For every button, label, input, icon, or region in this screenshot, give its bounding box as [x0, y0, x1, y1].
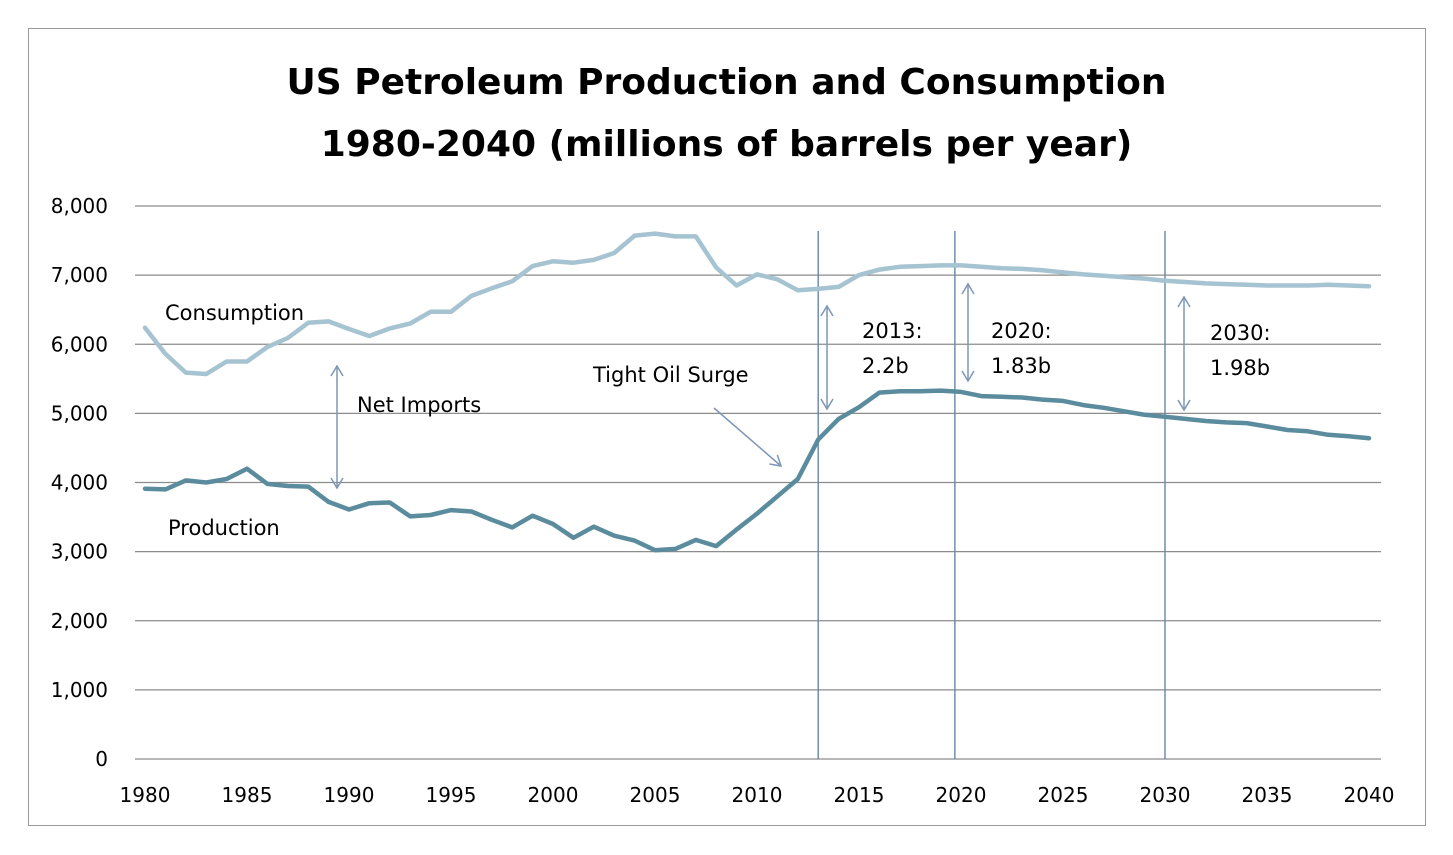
x-tick-label: 2015 [834, 783, 885, 807]
x-tick-label: 1995 [426, 783, 477, 807]
annotation-2020-value: 1.83b [991, 354, 1051, 378]
y-tick-label: 4,000 [51, 471, 108, 495]
x-tick-label: 2000 [528, 783, 579, 807]
x-tick-label: 2040 [1344, 783, 1395, 807]
y-tick-label: 1,000 [51, 678, 108, 702]
y-axis-ticks: 0 1,000 2,000 3,000 4,000 5,000 6,000 7,000 8,00… [51, 194, 108, 771]
arrow-2020-head-top [961, 282, 975, 295]
reference-lines [817, 231, 1166, 759]
annotation-2030-year: 2030: [1210, 321, 1271, 345]
net-imports-arrow-head-top [330, 364, 344, 377]
production-label: Production [168, 516, 280, 540]
y-tick-label: 0 [95, 747, 108, 771]
production-line [142, 388, 1372, 553]
x-tick-label: 1990 [324, 783, 375, 807]
annotation-2013-value: 2.2b [862, 354, 909, 378]
x-tick-label: 1985 [222, 783, 273, 807]
chart-title: US Petroleum Production and Consumption … [0, 52, 1453, 176]
arrow-2030-head-bottom [1177, 399, 1191, 412]
x-axis-ticks: 1980 1985 1990 1995 2000 2005 2010 2015 2020 2025… [120, 783, 1395, 807]
y-tick-label: 6,000 [51, 332, 108, 356]
tight-oil-surge-label: Tight Oil Surge [592, 363, 749, 387]
x-tick-label: 2035 [1242, 783, 1293, 807]
y-tick-label: 5,000 [51, 401, 108, 425]
x-tick-label: 2025 [1038, 783, 1089, 807]
tight-oil-arrow [713, 407, 782, 467]
annotation-2030-value: 1.98b [1210, 356, 1270, 380]
y-tick-label: 8,000 [51, 194, 108, 218]
net-imports-label: Net Imports [357, 393, 481, 417]
net-imports-arrow-head-bottom [330, 477, 344, 490]
arrow-2013-head-bottom [820, 398, 834, 411]
chart-frame [28, 28, 1426, 826]
consumption-line [142, 231, 1372, 377]
annotations: Consumption Production Net Imports Tight… [165, 301, 1271, 540]
consumption-label: Consumption [165, 301, 304, 325]
annotation-arrows [330, 282, 1191, 490]
tight-oil-arrow-head [769, 454, 783, 467]
arrow-2020-head-bottom [961, 370, 975, 383]
x-tick-label: 2030 [1140, 783, 1191, 807]
arrow-2013-head-top [820, 304, 834, 317]
x-tick-label: 2010 [732, 783, 783, 807]
annotation-2020-year: 2020: [991, 319, 1052, 343]
chart-title-line2: 1980-2040 (millions of barrels per year) [320, 124, 1133, 165]
x-tick-label: 2020 [936, 783, 987, 807]
y-tick-label: 3,000 [51, 540, 108, 564]
chart-title-line1: US Petroleum Production and Consumption [286, 62, 1167, 103]
x-tick-label: 2005 [630, 783, 681, 807]
y-tick-label: 7,000 [51, 263, 108, 287]
arrow-2030-head-top [1177, 295, 1191, 308]
x-tick-label: 1980 [120, 783, 171, 807]
y-tick-label: 2,000 [51, 609, 108, 633]
gridlines [135, 205, 1381, 760]
annotation-2013-year: 2013: [862, 319, 923, 343]
series [142, 231, 1372, 553]
